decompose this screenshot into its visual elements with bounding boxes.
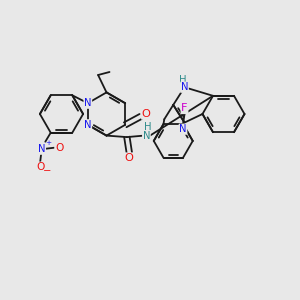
Text: +: + bbox=[45, 140, 51, 146]
Text: H: H bbox=[179, 75, 187, 85]
Text: N: N bbox=[143, 130, 150, 141]
Text: N: N bbox=[181, 82, 188, 92]
Text: N: N bbox=[84, 98, 92, 108]
Text: −: − bbox=[43, 166, 51, 176]
Text: N: N bbox=[38, 144, 45, 154]
Text: O: O bbox=[36, 162, 44, 172]
Text: O: O bbox=[142, 109, 151, 119]
Text: N: N bbox=[84, 120, 92, 130]
Text: F: F bbox=[181, 103, 188, 113]
Text: O: O bbox=[55, 143, 63, 153]
Text: O: O bbox=[125, 153, 134, 163]
Text: H: H bbox=[144, 122, 152, 132]
Text: N: N bbox=[179, 124, 187, 134]
